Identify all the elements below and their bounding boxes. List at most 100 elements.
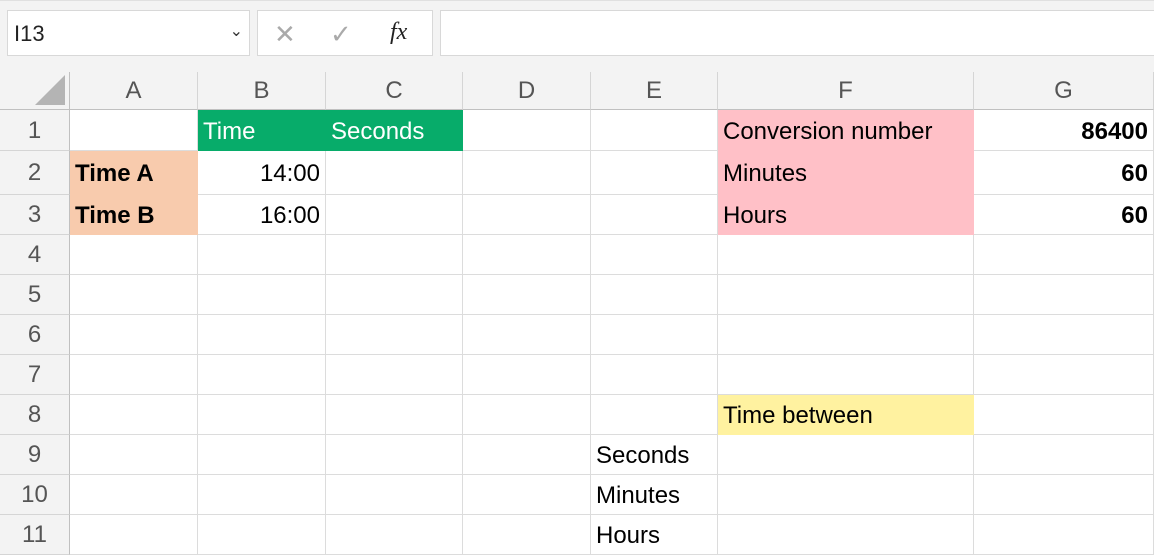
cell-C8[interactable]: [326, 395, 463, 435]
row-header-10[interactable]: 10: [0, 475, 70, 515]
cell-C9[interactable]: [326, 435, 463, 475]
cell-A1[interactable]: [70, 110, 198, 151]
cell-B7[interactable]: [198, 355, 326, 395]
cell-B10[interactable]: [198, 475, 326, 515]
row-header-8[interactable]: 8: [0, 395, 70, 435]
cell-B9[interactable]: [198, 435, 326, 475]
cell-E5[interactable]: [591, 275, 718, 315]
cell-G7[interactable]: [974, 355, 1154, 395]
cell-E6[interactable]: [591, 315, 718, 355]
row-header-5[interactable]: 5: [0, 275, 70, 315]
row-header-4[interactable]: 4: [0, 235, 70, 275]
cell-D8[interactable]: [463, 395, 591, 435]
cell-F9[interactable]: [718, 435, 974, 475]
cell-B5[interactable]: [198, 275, 326, 315]
cell-A7[interactable]: [70, 355, 198, 395]
cell-G1[interactable]: 86400: [974, 110, 1154, 151]
cell-G9[interactable]: [974, 435, 1154, 475]
cell-A9[interactable]: [70, 435, 198, 475]
column-header-D[interactable]: D: [463, 72, 591, 110]
cell-E4[interactable]: [591, 235, 718, 275]
column-header-C[interactable]: C: [326, 72, 463, 110]
cell-F8[interactable]: Time between: [718, 395, 974, 435]
x-icon[interactable]: ✕: [274, 19, 296, 49]
cell-A5[interactable]: [70, 275, 198, 315]
row-header-9[interactable]: 9: [0, 435, 70, 475]
cell-F2[interactable]: Minutes: [718, 151, 974, 195]
cell-F3[interactable]: Hours: [718, 195, 974, 235]
cell-E10[interactable]: Minutes: [591, 475, 718, 515]
cell-F7[interactable]: [718, 355, 974, 395]
cell-F5[interactable]: [718, 275, 974, 315]
cell-A4[interactable]: [70, 235, 198, 275]
cell-F11[interactable]: [718, 515, 974, 555]
row-header-3[interactable]: 3: [0, 195, 70, 235]
cell-B3[interactable]: 16:00: [198, 195, 326, 235]
cell-D3[interactable]: [463, 195, 591, 235]
cell-C4[interactable]: [326, 235, 463, 275]
cell-B2[interactable]: 14:00: [198, 151, 326, 195]
row-header-6[interactable]: 6: [0, 315, 70, 355]
cell-E3[interactable]: [591, 195, 718, 235]
cell-E1[interactable]: [591, 110, 718, 151]
cell-B6[interactable]: [198, 315, 326, 355]
cell-C2[interactable]: [326, 151, 463, 195]
cell-G6[interactable]: [974, 315, 1154, 355]
cell-C7[interactable]: [326, 355, 463, 395]
cell-D1[interactable]: [463, 110, 591, 151]
cell-G3[interactable]: 60: [974, 195, 1154, 235]
cell-D2[interactable]: [463, 151, 591, 195]
column-header-E[interactable]: E: [591, 72, 718, 110]
cell-A10[interactable]: [70, 475, 198, 515]
check-icon[interactable]: ✓: [330, 19, 352, 49]
cell-A3[interactable]: Time B: [70, 195, 198, 235]
cell-D6[interactable]: [463, 315, 591, 355]
row-header-11[interactable]: 11: [0, 515, 70, 555]
cell-D5[interactable]: [463, 275, 591, 315]
fx-icon[interactable]: fx: [390, 19, 408, 45]
cell-C5[interactable]: [326, 275, 463, 315]
cell-A2[interactable]: Time A: [70, 151, 198, 195]
cell-A11[interactable]: [70, 515, 198, 555]
cell-F10[interactable]: [718, 475, 974, 515]
cell-G10[interactable]: [974, 475, 1154, 515]
cell-F4[interactable]: [718, 235, 974, 275]
cell-G8[interactable]: [974, 395, 1154, 435]
row-header-1[interactable]: 1: [0, 110, 70, 151]
cell-D9[interactable]: [463, 435, 591, 475]
column-header-G[interactable]: G: [974, 72, 1154, 110]
cell-A6[interactable]: [70, 315, 198, 355]
cell-C3[interactable]: [326, 195, 463, 235]
cell-D4[interactable]: [463, 235, 591, 275]
cell-D11[interactable]: [463, 515, 591, 555]
cell-B8[interactable]: [198, 395, 326, 435]
cell-E2[interactable]: [591, 151, 718, 195]
cell-G2[interactable]: 60: [974, 151, 1154, 195]
cell-F1[interactable]: Conversion number: [718, 110, 974, 151]
cell-C10[interactable]: [326, 475, 463, 515]
formula-input[interactable]: [440, 10, 1154, 56]
row-header-7[interactable]: 7: [0, 355, 70, 395]
name-box[interactable]: I13 ⌄: [7, 10, 250, 56]
column-header-B[interactable]: B: [198, 72, 326, 110]
cell-A8[interactable]: [70, 395, 198, 435]
cell-E7[interactable]: [591, 355, 718, 395]
cell-E11[interactable]: Hours: [591, 515, 718, 555]
cell-G5[interactable]: [974, 275, 1154, 315]
select-all-button[interactable]: [0, 72, 70, 110]
cell-D7[interactable]: [463, 355, 591, 395]
cell-B1[interactable]: Time: [198, 110, 326, 151]
column-header-F[interactable]: F: [718, 72, 974, 110]
cell-E9[interactable]: Seconds: [591, 435, 718, 475]
cell-G11[interactable]: [974, 515, 1154, 555]
cell-D10[interactable]: [463, 475, 591, 515]
chevron-down-icon[interactable]: ⌄: [229, 23, 243, 40]
cell-C1[interactable]: Seconds: [326, 110, 463, 151]
cell-E8[interactable]: [591, 395, 718, 435]
column-header-A[interactable]: A: [70, 72, 198, 110]
cell-B11[interactable]: [198, 515, 326, 555]
cell-G4[interactable]: [974, 235, 1154, 275]
cell-B4[interactable]: [198, 235, 326, 275]
cell-C6[interactable]: [326, 315, 463, 355]
cell-F6[interactable]: [718, 315, 974, 355]
